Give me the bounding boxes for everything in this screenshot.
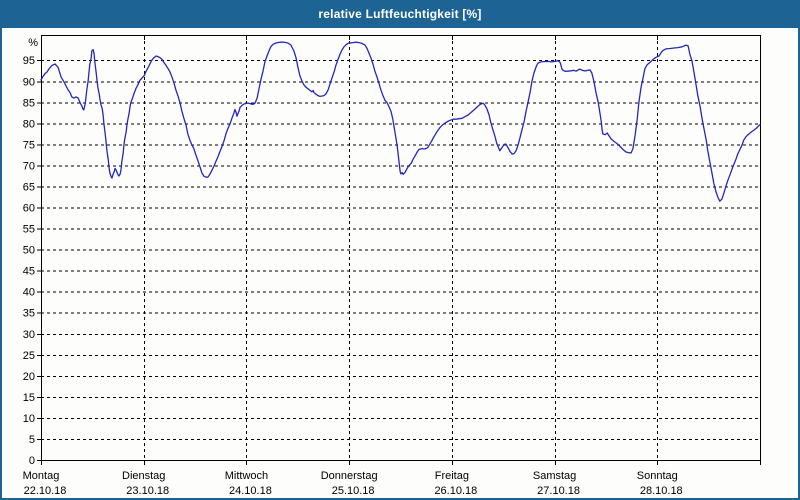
humidity-line [40, 41, 761, 202]
y-tick-label: 50 [23, 245, 35, 257]
x-day-date-label: 22.10.18 [24, 485, 67, 497]
gridlines [41, 35, 760, 460]
y-tick-label: 5 [29, 434, 35, 446]
y-tick-label: 75 [23, 139, 35, 151]
title-bar: relative Luftfeuchtigkeit [%] [0, 0, 800, 28]
x-day-date-label: 25.10.18 [332, 485, 375, 497]
x-day-name-label: Dienstag [122, 470, 165, 482]
y-tick-label: 0 [29, 455, 35, 467]
x-day-name-label: Sonntag [637, 470, 678, 482]
x-day-date-label: 24.10.18 [229, 485, 272, 497]
x-day-name-label: Freitag [435, 470, 469, 482]
y-tick-label: 90 [23, 76, 35, 88]
x-day-date-label: 28.10.18 [640, 485, 683, 497]
chart-title: relative Luftfeuchtigkeit [%] [318, 7, 482, 21]
x-day-name-label: Donnerstag [321, 470, 378, 482]
x-day-date-label: 27.10.18 [537, 485, 580, 497]
y-tick-label: 45 [23, 266, 35, 278]
y-tick-label: 95 [23, 55, 35, 67]
y-tick-label: 30 [23, 329, 35, 341]
x-day-name-label: Montag [23, 470, 60, 482]
y-tick-label: 15 [23, 392, 35, 404]
x-day-date-label: 26.10.18 [434, 485, 477, 497]
x-day-name-label: Mittwoch [225, 470, 268, 482]
y-axis-unit-label: % [28, 37, 38, 49]
humidity-chart: %95908580757065605550454035302520151050M… [23, 35, 761, 497]
chart-area: % 95 90 85 80 75 70 65 60 55 50 45 40 35 30 25 20 15 10 5 0 M… [0, 28, 800, 500]
y-tick-label: 20 [23, 371, 35, 383]
y-tick-label: 55 [23, 224, 35, 236]
x-day-date-label: 23.10.18 [126, 485, 169, 497]
y-tick-label: 35 [23, 308, 35, 320]
y-tick-label: 80 [23, 118, 35, 130]
x-day-name-label: Samstag [533, 470, 576, 482]
plot-border [41, 35, 761, 461]
x-axis-labels: Montag 22.10.18 Dienstag 23.10.18 Mittwoch 24… [23, 470, 683, 497]
y-tick-label: 10 [23, 413, 35, 425]
y-tick-label: 60 [23, 203, 35, 215]
y-tick-label: 85 [23, 97, 35, 109]
y-tick-label: 65 [23, 181, 35, 193]
y-tick-label: 70 [23, 160, 35, 172]
y-tick-label: 25 [23, 350, 35, 362]
y-tick-label: 40 [23, 287, 35, 299]
axis-ticks [37, 35, 761, 465]
